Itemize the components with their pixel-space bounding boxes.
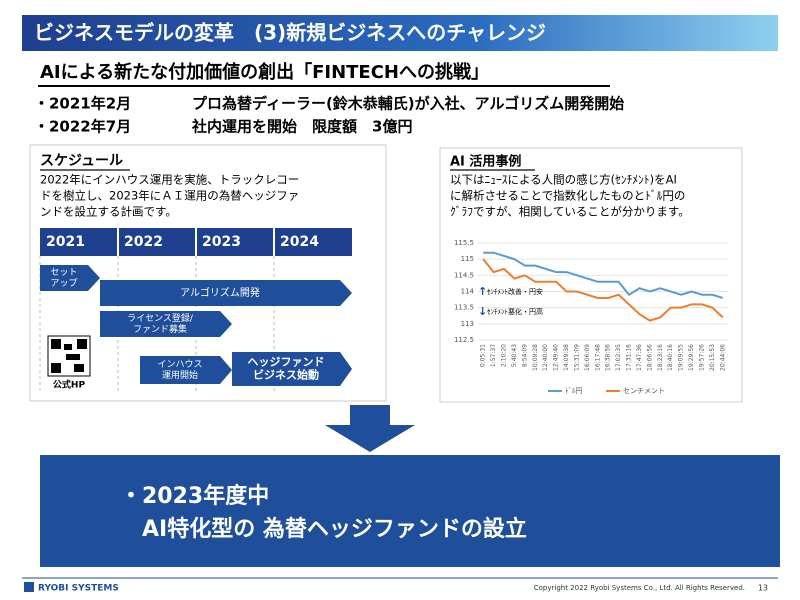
schedule-desc: ドを樹立し、2023年にＡＩ運用の為替ヘッジファ — [40, 189, 299, 203]
y-tick-label: 113 — [461, 320, 474, 328]
down-arrow — [325, 405, 415, 452]
conclusion-line: AI特化型の 為替ヘッジファンドの設立 — [142, 516, 527, 542]
ai-desc: に解析させることで指数化したものとﾄﾞﾙ円の — [450, 189, 685, 203]
step-arrow — [140, 356, 232, 384]
annotation-arrow: ↑ — [478, 285, 487, 298]
step-label: ビジネス始動 — [253, 368, 319, 382]
x-tick-label: 1:57:37 — [490, 344, 497, 367]
annotation: ｾﾝﾁﾒﾝﾄ改善・円安 — [487, 287, 543, 296]
step-arrow — [40, 265, 100, 291]
ai-desc: ｸﾞﾗﾌですが、相関していることが分かります。 — [450, 205, 690, 219]
bullet-text: プロ為替ディーラー(鈴木恭輔氏)が入社、アルゴリズム開発開始 — [192, 95, 624, 113]
step-label: ヘッジファンド — [248, 356, 325, 369]
ai-desc: 以下はﾆｭｰｽによる人間の感じ方(ｾﾝﾁﾒﾝﾄ)をAI — [450, 173, 677, 187]
series-line — [482, 258, 724, 322]
legend-label: センチメント — [623, 387, 665, 395]
schedule-desc: ンドを設立する計画です。 — [40, 205, 177, 219]
x-tick-label: 20:44:06 — [719, 344, 726, 371]
x-tick-label: 16:17:48 — [594, 344, 601, 371]
x-tick-label: 17:31:16 — [626, 344, 633, 371]
series-line — [483, 251, 724, 299]
legend-label: ﾄﾞﾙ円 — [565, 387, 583, 395]
schedule-desc: 2022年にインハウス運用を実施、トラックレコー — [40, 173, 299, 187]
page-number: 13 — [758, 584, 768, 593]
header-bar — [22, 15, 778, 51]
bullet-date: ・2021年2月 — [34, 95, 131, 113]
y-tick-label: 114 — [461, 288, 475, 296]
year-label: 2024 — [280, 234, 319, 250]
y-tick-label: 112.5 — [454, 336, 474, 344]
year-label: 2023 — [202, 234, 241, 250]
step-label: セット — [50, 267, 77, 278]
annotation: ｾﾝﾁﾒﾝﾄ悪化・円高 — [487, 307, 543, 316]
conclusion-box — [40, 455, 780, 567]
step-arrow — [232, 352, 352, 386]
x-tick-label: 15:31:09 — [573, 344, 580, 371]
step-label: 運用開始 — [162, 369, 198, 381]
step-label: アルゴリズム開発 — [180, 286, 260, 299]
x-tick-label: 12:40:00 — [542, 344, 549, 371]
step-arrow — [100, 280, 352, 306]
step-arrow — [100, 311, 232, 337]
x-tick-label: 19:09:55 — [678, 344, 685, 371]
year-label: 2022 — [124, 234, 163, 250]
step-label: ライセンス登録/ — [127, 312, 194, 324]
x-tick-label: 0:05:31 — [480, 344, 487, 367]
x-tick-label: 17:47:36 — [636, 344, 643, 371]
step-label: アップ — [50, 278, 77, 289]
year-label: 2021 — [46, 234, 85, 250]
step-label: ファンド募集 — [133, 323, 187, 335]
footer-copyright: Copyright 2022 Ryobi Systems Co., Ltd. A… — [534, 584, 745, 592]
x-tick-label: 16:38:56 — [605, 344, 612, 371]
logo-mark — [24, 582, 34, 592]
x-tick-label: 18:23:16 — [657, 344, 664, 371]
x-tick-label: 10:09:28 — [532, 344, 539, 371]
qr-code — [47, 335, 91, 377]
x-tick-label: 16:06:09 — [584, 344, 591, 371]
y-tick-label: 113.5 — [454, 304, 474, 312]
y-tick-label: 115.5 — [454, 239, 474, 247]
bullet-text: 社内運用を開始 限度額 3億円 — [191, 118, 412, 136]
x-tick-label: 12:49:40 — [553, 344, 560, 371]
x-tick-label: 18:06:56 — [646, 344, 653, 371]
step-label: インハウス — [157, 359, 202, 370]
conclusion-line: ・2023年度中 — [120, 483, 269, 509]
ai-title: AI 活用事例 — [450, 154, 521, 170]
annotation-arrow: ↓ — [478, 305, 487, 318]
header-title: ビジネスモデルの変革 (3)新規ビジネスへのチャレンジ — [34, 21, 546, 45]
bullet-date: ・2022年7月 — [34, 118, 131, 136]
qr-label: 公式HP — [53, 379, 86, 391]
y-tick-label: 114.5 — [454, 271, 474, 279]
schedule-title: スケジュール — [40, 153, 123, 169]
subtitle: AIによる新たな付加価値の創出「FINTECHへの挑戦」 — [40, 61, 489, 83]
x-tick-label: 18:40:16 — [667, 344, 674, 371]
x-tick-label: 8:54:09 — [521, 344, 528, 367]
x-tick-label: 5:40:43 — [511, 344, 518, 367]
x-tick-label: 19:57:26 — [698, 344, 705, 371]
footer-logo: RYOBI SYSTEMS — [38, 584, 119, 594]
x-tick-label: 2:10:20 — [501, 344, 508, 367]
x-tick-label: 20:15:53 — [709, 344, 716, 371]
x-tick-label: 19:29:56 — [688, 344, 695, 371]
y-tick-label: 115 — [461, 255, 474, 263]
x-tick-label: 17:02:35 — [615, 344, 622, 371]
x-tick-label: 14:09:38 — [563, 344, 570, 371]
